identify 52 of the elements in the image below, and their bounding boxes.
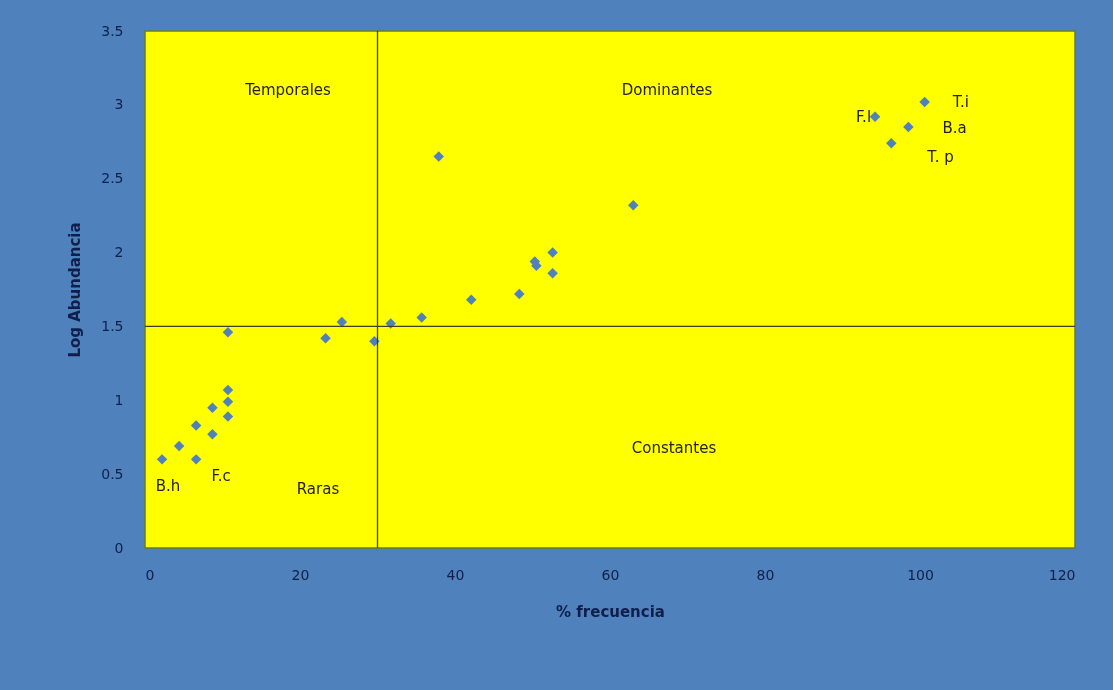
point — [886, 138, 897, 149]
y-tick-label: 0 — [114, 539, 124, 556]
x-tick-label: 120 — [1048, 566, 1076, 583]
y-tick-label: 0.5 — [101, 465, 124, 482]
point — [869, 111, 881, 122]
y-tick-label: 1.5 — [101, 317, 124, 334]
annotation: T. p — [926, 148, 954, 167]
x-tick-label: 80 — [756, 566, 775, 583]
x-tick-label: 60 — [601, 566, 620, 583]
x-axis-title: % frecuencia — [556, 602, 665, 621]
annotation: Dominantes — [621, 81, 713, 99]
point — [207, 402, 218, 413]
point — [222, 411, 234, 422]
x-tick-label: 40 — [446, 566, 465, 583]
point — [547, 247, 558, 258]
point — [416, 312, 427, 323]
point — [190, 420, 202, 431]
point — [919, 96, 930, 108]
point — [222, 327, 234, 338]
y-tick-label: 2.5 — [101, 170, 124, 187]
x-tick-label: 0 — [145, 566, 155, 583]
annotation: Raras — [296, 480, 340, 498]
annotation: F.l — [855, 107, 872, 126]
y-tick-label: 3 — [114, 96, 124, 113]
y-tick-label: 3.5 — [101, 22, 124, 39]
point — [514, 288, 525, 300]
annotation: Constantes — [631, 439, 717, 457]
point — [547, 268, 558, 279]
point — [190, 454, 202, 465]
annotation: T.i — [951, 92, 969, 111]
point — [903, 121, 914, 133]
point — [320, 333, 331, 344]
point — [466, 294, 477, 306]
y-axis-title: Log Abundancia — [66, 222, 85, 358]
point — [207, 429, 218, 440]
annotation: B.a — [942, 119, 967, 138]
point — [156, 454, 168, 465]
point — [628, 200, 639, 211]
annotation: Temporales — [244, 81, 332, 99]
annotation: B.h — [155, 477, 181, 496]
x-tick-label: 20 — [291, 566, 310, 583]
point — [336, 316, 348, 328]
point — [385, 318, 396, 329]
y-tick-label: 1 — [114, 391, 124, 408]
point — [369, 335, 380, 347]
point — [222, 384, 234, 396]
point — [433, 151, 444, 162]
point — [222, 396, 234, 408]
y-tick-label: 2 — [114, 244, 124, 261]
annotation: F.c — [211, 467, 231, 486]
x-tick-label: 100 — [907, 566, 934, 583]
point — [173, 440, 185, 452]
